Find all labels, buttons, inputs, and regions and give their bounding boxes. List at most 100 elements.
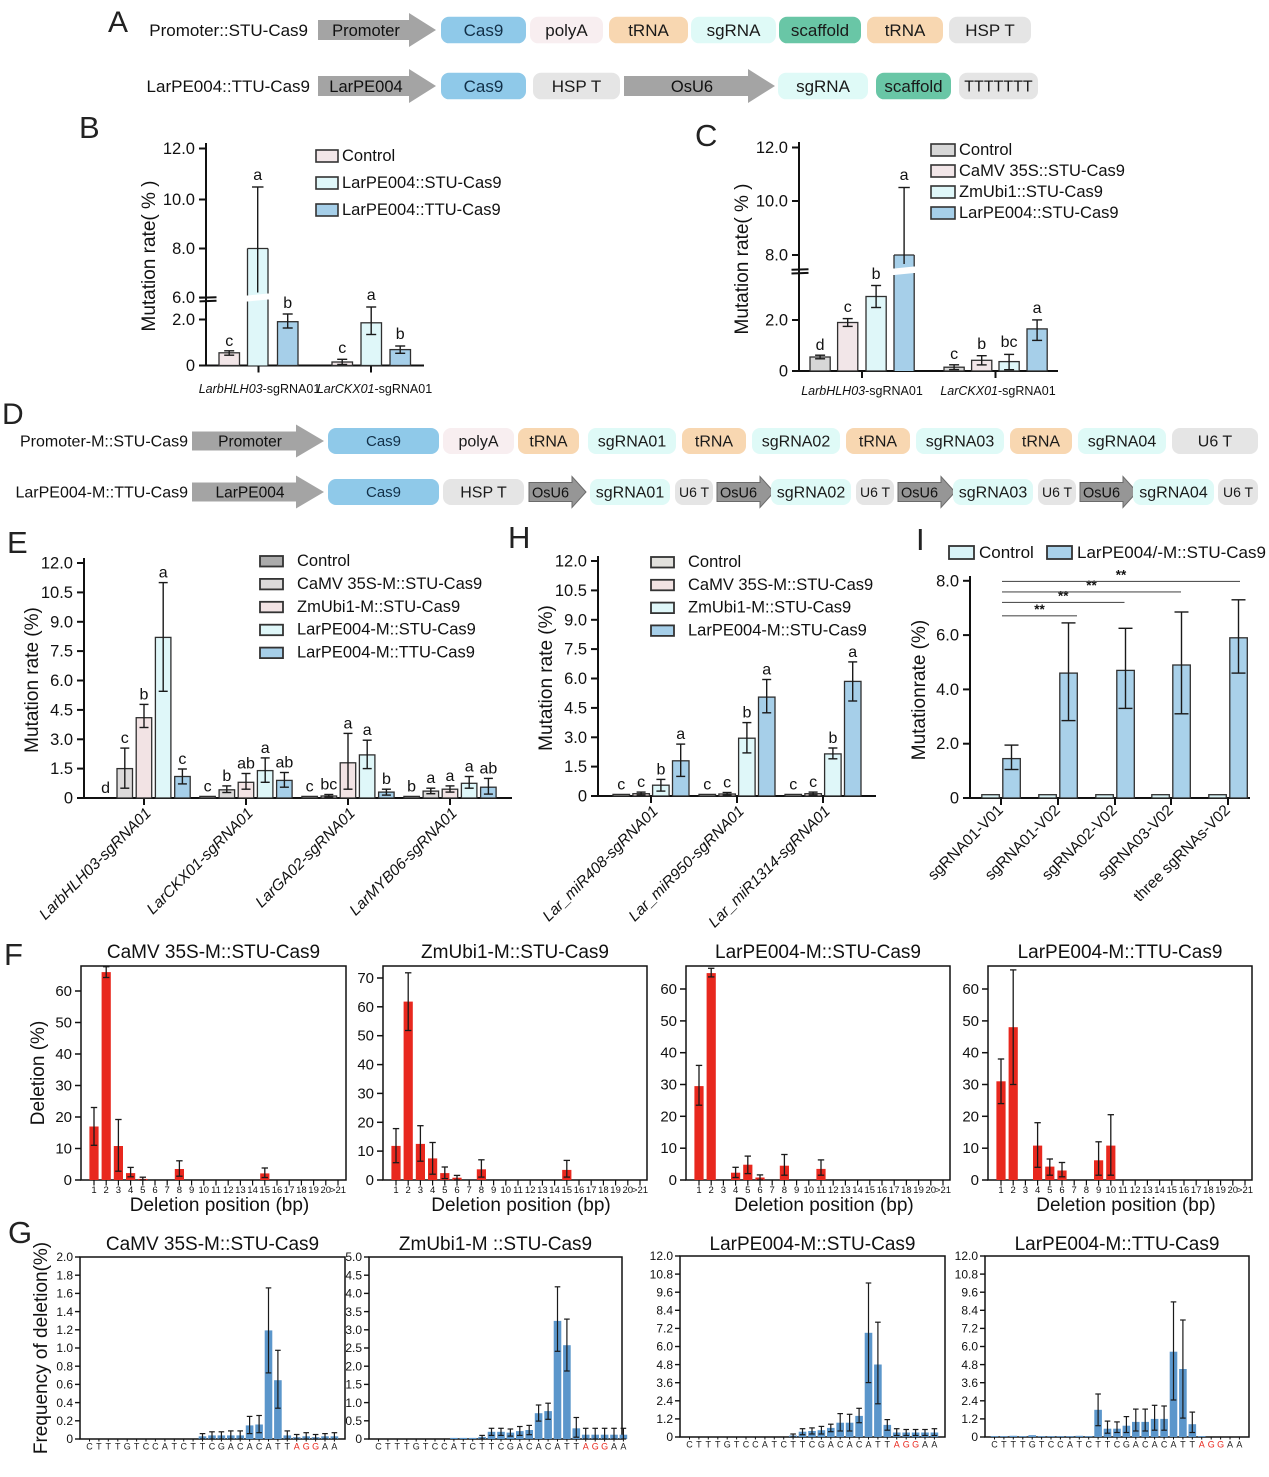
svg-text:T: T — [885, 1440, 891, 1450]
svg-text:60: 60 — [357, 999, 374, 1016]
svg-text:11: 11 — [513, 1185, 523, 1196]
svg-text:A: A — [762, 1440, 768, 1450]
svg-text:14: 14 — [549, 1185, 560, 1196]
svg-text:C: C — [743, 1440, 750, 1450]
svg-text:C: C — [856, 1440, 863, 1450]
svg-text:b: b — [828, 730, 837, 747]
svg-text:12.0: 12.0 — [555, 553, 587, 571]
svg-text:18: 18 — [296, 1185, 307, 1196]
svg-text:a: a — [848, 644, 857, 661]
svg-text:50: 50 — [962, 1013, 979, 1030]
svg-text:4.5: 4.5 — [50, 701, 73, 719]
svg-text:0.4: 0.4 — [56, 1396, 73, 1410]
svg-text:T: T — [106, 1442, 112, 1452]
svg-text:T: T — [1039, 1440, 1045, 1450]
svg-text:6: 6 — [1059, 1185, 1064, 1196]
svg-text:sgRNA02: sgRNA02 — [762, 434, 831, 451]
svg-text:2.0: 2.0 — [345, 1359, 362, 1373]
svg-text:13: 13 — [537, 1185, 548, 1196]
svg-text:3.6: 3.6 — [656, 1376, 673, 1390]
svg-text:OsU6: OsU6 — [532, 486, 569, 502]
svg-text:polyA: polyA — [545, 21, 588, 40]
svg-text:T: T — [115, 1442, 121, 1452]
svg-text:G: G — [303, 1442, 310, 1452]
svg-text:1.5: 1.5 — [564, 758, 587, 776]
svg-text:2: 2 — [104, 1185, 109, 1196]
svg-text:A: A — [331, 1442, 337, 1452]
svg-text:2.4: 2.4 — [656, 1394, 673, 1408]
svg-text:CaMV 35S::STU-Cas9: CaMV 35S::STU-Cas9 — [959, 162, 1125, 180]
svg-text:2.4: 2.4 — [961, 1394, 978, 1408]
svg-text:14: 14 — [247, 1185, 258, 1196]
svg-text:8.0: 8.0 — [936, 572, 959, 590]
svg-text:d: d — [816, 337, 825, 354]
svg-text:C: C — [256, 1442, 263, 1452]
svg-text:T: T — [734, 1440, 740, 1450]
svg-text:4.5: 4.5 — [564, 699, 587, 717]
svg-text:Cas9: Cas9 — [366, 484, 401, 501]
svg-text:13: 13 — [235, 1185, 246, 1196]
svg-text:G: G — [1217, 1440, 1224, 1450]
svg-text:T: T — [172, 1442, 178, 1452]
svg-text:17: 17 — [284, 1185, 295, 1196]
svg-text:LarPE004-M::STU-Cas9: LarPE004-M::STU-Cas9 — [688, 621, 867, 639]
svg-text:G: G — [903, 1440, 910, 1450]
svg-text:0: 0 — [669, 1172, 677, 1189]
svg-text:3: 3 — [1023, 1185, 1028, 1196]
svg-text:11: 11 — [1118, 1185, 1128, 1196]
svg-text:polyA: polyA — [458, 434, 498, 451]
svg-text:10.5: 10.5 — [41, 584, 73, 602]
svg-text:0.8: 0.8 — [56, 1359, 73, 1373]
svg-text:7.5: 7.5 — [564, 641, 587, 659]
svg-text:11: 11 — [211, 1185, 221, 1196]
svg-text:a: a — [426, 770, 435, 787]
svg-text:Deletion position (bp): Deletion position (bp) — [130, 1195, 310, 1216]
svg-text:A: A — [1170, 1440, 1176, 1450]
svg-text:C: C — [752, 1440, 759, 1450]
svg-text:1.5: 1.5 — [50, 760, 73, 778]
svg-text:0: 0 — [971, 1430, 978, 1444]
svg-text:9: 9 — [794, 1185, 799, 1196]
svg-text:T: T — [1077, 1440, 1083, 1450]
svg-text:4.5: 4.5 — [345, 1268, 362, 1282]
svg-text:a: a — [1033, 300, 1042, 317]
svg-text:a: a — [261, 740, 270, 757]
svg-text:C: C — [209, 1442, 216, 1452]
svg-text:C: C — [469, 1442, 476, 1452]
svg-text:T: T — [96, 1442, 102, 1452]
svg-text:8: 8 — [1084, 1185, 1089, 1196]
svg-text:6.0: 6.0 — [656, 1340, 673, 1354]
svg-text:a: a — [762, 662, 771, 679]
svg-text:1.0: 1.0 — [56, 1341, 73, 1355]
svg-text:Deletion position (bp): Deletion position (bp) — [431, 1195, 611, 1216]
svg-text:**: ** — [1116, 567, 1127, 582]
svg-text:sgRNA: sgRNA — [707, 21, 762, 40]
svg-text:8.4: 8.4 — [656, 1304, 673, 1318]
svg-text:3.0: 3.0 — [345, 1323, 362, 1337]
svg-text:12: 12 — [223, 1185, 234, 1196]
svg-text:Mutation rate( % ): Mutation rate( % ) — [139, 181, 160, 332]
svg-text:1.8: 1.8 — [56, 1268, 73, 1282]
svg-text:**: ** — [1058, 588, 1069, 603]
svg-text:Mutationrate (%): Mutationrate (%) — [909, 620, 930, 760]
svg-text:0: 0 — [578, 788, 587, 806]
svg-text:7: 7 — [770, 1185, 775, 1196]
svg-text:C: C — [780, 1440, 787, 1450]
svg-text:1.2: 1.2 — [56, 1323, 73, 1337]
svg-text:>21: >21 — [935, 1185, 951, 1196]
svg-text:3.0: 3.0 — [50, 731, 73, 749]
svg-text:C: C — [180, 1442, 187, 1452]
svg-text:10: 10 — [1106, 1185, 1117, 1196]
svg-text:0.5: 0.5 — [345, 1414, 362, 1428]
svg-text:ab: ab — [276, 755, 294, 772]
svg-text:A: A — [162, 1442, 168, 1452]
svg-text:b: b — [382, 771, 391, 788]
svg-text:Deletion (%): Deletion (%) — [28, 1021, 49, 1126]
svg-text:12.0: 12.0 — [650, 1249, 674, 1263]
svg-text:7: 7 — [467, 1185, 472, 1196]
svg-text:A: A — [1067, 1440, 1073, 1450]
svg-text:**: ** — [1086, 578, 1097, 593]
svg-text:10: 10 — [357, 1143, 374, 1160]
svg-text:c: c — [637, 774, 645, 791]
svg-text:A: A — [583, 1442, 589, 1452]
